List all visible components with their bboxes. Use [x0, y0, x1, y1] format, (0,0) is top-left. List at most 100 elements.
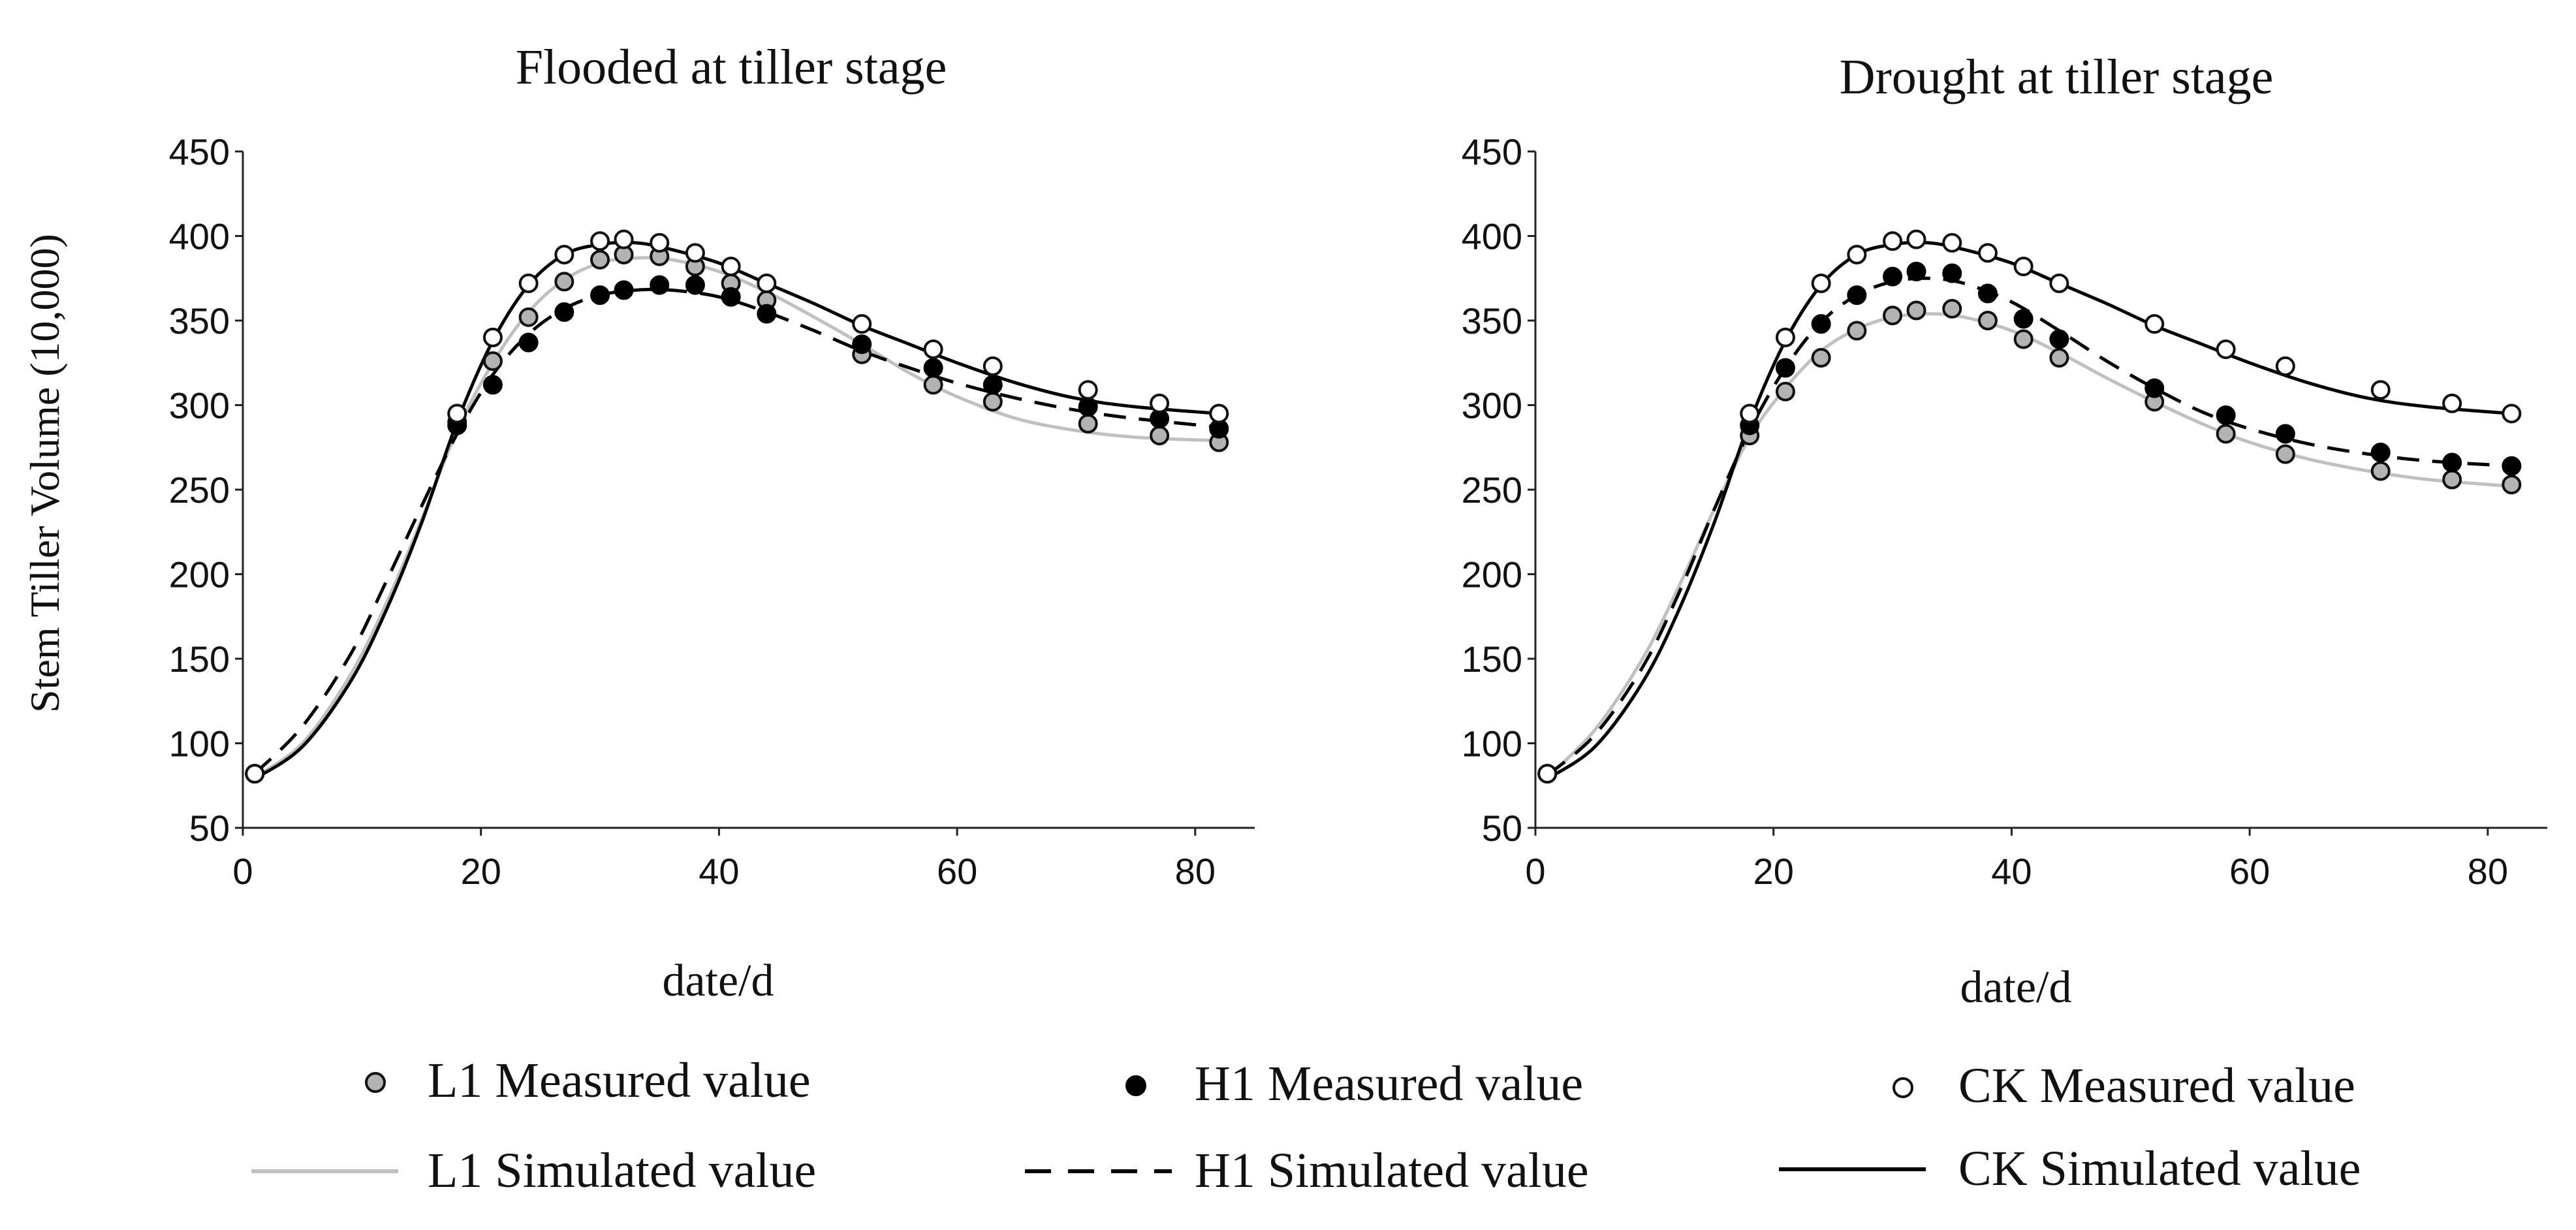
data-point: [2216, 405, 2236, 426]
x-axis-label: date/d: [1960, 962, 2071, 1013]
data-point: [2049, 274, 2069, 294]
data-point: [590, 231, 610, 251]
axes: 50 100 150 200 250 300 350 400 450 0 20 40 60 80: [1462, 131, 2547, 892]
y-tick-label: 150: [169, 639, 230, 680]
data-point: [2275, 424, 2295, 444]
data-point: [2370, 380, 2391, 400]
x-tick-label: 0: [1525, 851, 1545, 892]
data-point: [1942, 263, 1962, 283]
data-point: [554, 272, 574, 292]
data-point: [685, 275, 705, 295]
data-point: [2013, 329, 2034, 349]
data-point: [1977, 283, 1998, 304]
data-point: [1883, 306, 1903, 326]
data-point: [2144, 378, 2165, 398]
y-tick-label: 300: [1462, 385, 1522, 426]
y-tick-label: 250: [169, 469, 230, 511]
data-point: [923, 339, 943, 360]
data-point: [1906, 300, 1926, 321]
data-point: [685, 243, 705, 263]
y-tick-label: 300: [169, 385, 230, 426]
data-point: [1883, 266, 1903, 287]
legend: L1 Measured value H1 Measured value CK Mea…: [251, 1053, 2361, 1198]
data-point: [650, 275, 670, 295]
x-tick-label: 60: [2229, 851, 2270, 892]
data-point: [2049, 347, 2069, 368]
series-points-ck-measured: [245, 229, 1229, 784]
data-point: [2013, 309, 2034, 329]
legend-item: CK Simulated value: [1779, 1141, 2361, 1196]
data-point: [482, 327, 503, 347]
series-points-h1-measured: [245, 275, 1229, 784]
legend-label: H1 Simulated value: [1195, 1143, 1589, 1198]
y-tick-label: 350: [1462, 300, 1522, 341]
data-point: [982, 375, 1003, 395]
legend-label: CK Measured value: [1958, 1058, 2355, 1113]
y-axis-label: Stem Tiller Volume (10,000): [22, 234, 68, 713]
data-point: [852, 314, 872, 334]
data-point: [1078, 413, 1098, 434]
data-point: [590, 249, 610, 270]
plot-area: [1537, 229, 2522, 784]
legend-marker: [365, 1072, 386, 1093]
data-point: [2442, 469, 2462, 490]
data-point: [2442, 393, 2462, 413]
data-point: [1537, 764, 1558, 784]
data-point: [518, 332, 539, 353]
x-tick-label: 80: [2468, 851, 2508, 892]
data-point: [650, 232, 670, 253]
data-point: [1811, 274, 1831, 294]
y-tick-label: 350: [169, 300, 230, 341]
data-point: [1847, 285, 1867, 306]
data-point: [2442, 452, 2462, 473]
x-tick-label: 20: [1753, 851, 1794, 892]
data-point: [482, 351, 503, 371]
data-point: [518, 307, 539, 327]
data-point: [2275, 356, 2295, 376]
legend-item: L1 Measured value: [365, 1053, 811, 1108]
data-point: [1942, 298, 1962, 319]
data-point: [923, 358, 943, 378]
series-points-l1-measured: [1537, 298, 2522, 784]
data-point: [1977, 243, 1998, 263]
data-point: [1942, 232, 1962, 253]
data-point: [1977, 311, 1998, 330]
x-tick-label: 80: [1175, 851, 1216, 892]
chart-drought: Drought at tiller stage date/d 50 100 150 2…: [1462, 50, 2547, 1013]
series-points-l1-measured: [245, 244, 1229, 784]
data-point: [1775, 358, 1795, 378]
data-point: [757, 274, 777, 294]
data-point: [614, 229, 634, 249]
data-point: [2502, 475, 2522, 495]
series-line-l1-simulated: [1546, 312, 2512, 779]
y-tick-label: 200: [169, 554, 230, 595]
data-point: [1811, 314, 1831, 334]
data-point: [1906, 261, 1926, 281]
plot-area: [245, 229, 1229, 784]
data-point: [2144, 314, 2165, 334]
data-point: [1150, 393, 1170, 413]
data-point: [614, 280, 634, 300]
data-point: [1811, 347, 1831, 368]
data-point: [482, 375, 503, 395]
y-tick-label: 100: [1462, 723, 1522, 765]
series-line-ck-simulated: [1546, 240, 2512, 780]
series-line-ck-simulated: [253, 240, 1219, 780]
series-points-ck-measured: [1537, 229, 2522, 784]
y-tick-label: 100: [169, 723, 230, 765]
data-point: [1847, 244, 1867, 264]
data-point: [2502, 403, 2522, 424]
x-axis-label: date/d: [662, 956, 774, 1006]
chart-flooded: Flooded at tiller stage Stem Tiller Volu…: [22, 40, 1255, 1006]
data-point: [2370, 461, 2391, 481]
data-point: [852, 334, 872, 355]
data-point: [245, 764, 265, 784]
y-tick-label: 450: [1462, 131, 1522, 172]
data-point: [982, 356, 1003, 376]
data-point: [2275, 444, 2295, 464]
legend-label: CK Simulated value: [1958, 1141, 2361, 1196]
x-tick-label: 40: [699, 851, 739, 892]
data-point: [554, 244, 574, 264]
legend-marker: [1893, 1077, 1913, 1098]
